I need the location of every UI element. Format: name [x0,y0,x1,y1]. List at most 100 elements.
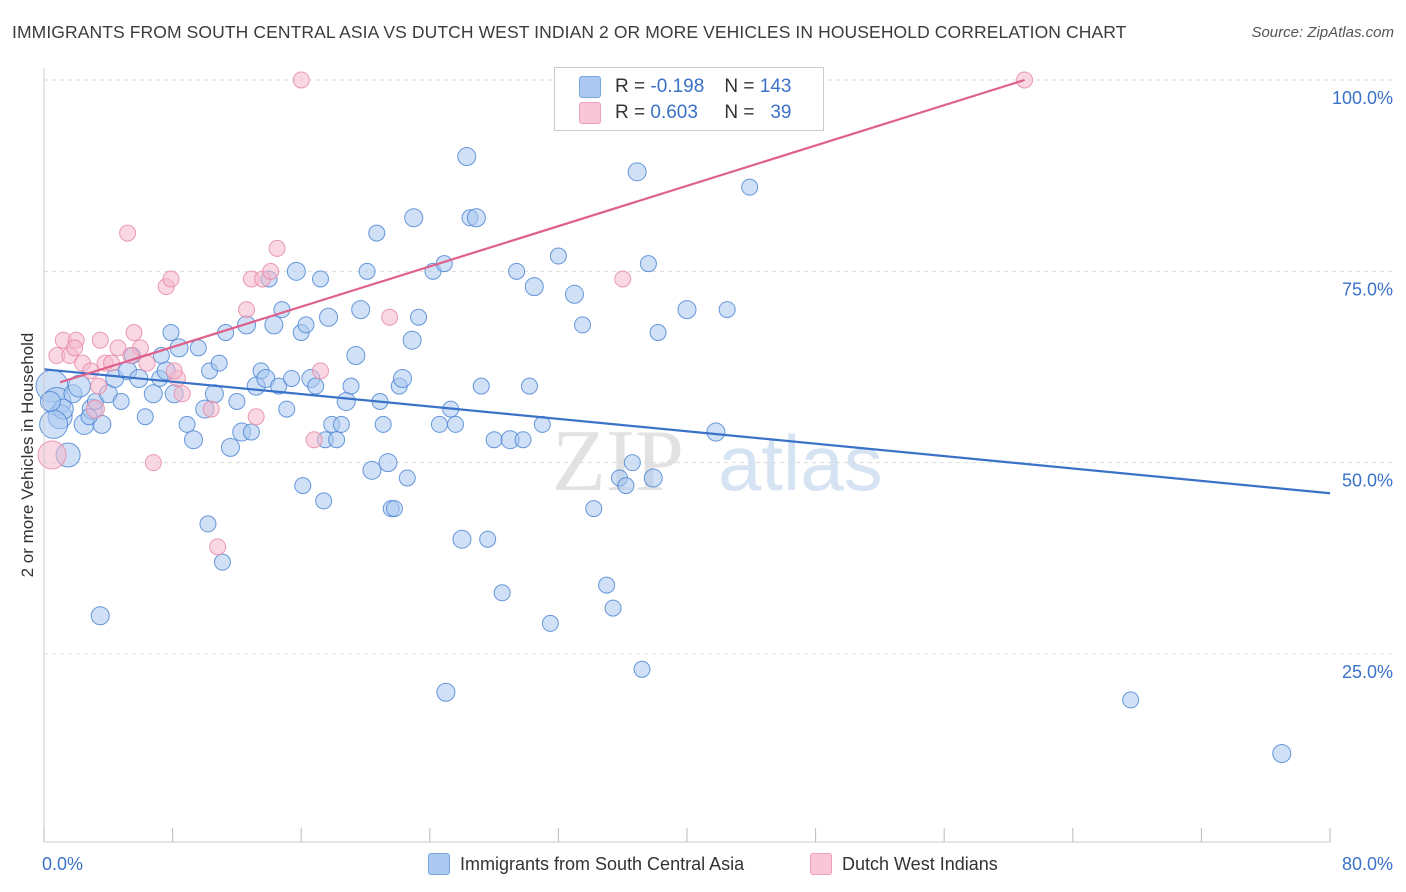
legend-n-value-blue: 143 [759,76,792,97]
y-tick-label: 75.0% [1342,279,1393,299]
legend-r-value-pink: 0.603 [650,102,698,123]
watermark-zip: ZIP [552,413,684,510]
blue-point [508,262,526,280]
blue-point [242,423,260,441]
blue-point [220,437,240,457]
pink-point [125,324,143,342]
y-tick-label: 100.0% [1332,88,1393,108]
blue-trend-line [43,368,1331,495]
blue-point [199,515,217,533]
blue-point [378,453,398,473]
blue-point [1122,691,1140,709]
blue-point [346,346,366,366]
pink-point [381,308,399,326]
blue-point [718,301,736,319]
blue-point [436,682,456,702]
bottom-legend-pink: Dutch West Indians [810,852,998,876]
legend-r-label: R = [615,102,646,123]
legend-row-pink: R = 0.603 N = 39 [579,100,791,126]
chart-title: IMMIGRANTS FROM SOUTH CENTRAL ASIA VS DU… [12,22,1127,42]
legend-swatch-pink [579,102,601,124]
blue-point [524,277,544,297]
blue-point [430,415,448,433]
blue-point [585,500,603,518]
watermark-atlas: atlas [718,419,883,507]
blue-point [402,330,422,350]
pink-point [292,71,310,89]
blue-point [39,390,61,412]
blue-point [514,431,532,449]
trend-layer [43,78,1331,495]
x-tick-label: 80.0% [1342,854,1393,874]
blue-point [136,408,154,426]
blue-point [677,300,697,320]
pink-point [37,440,67,470]
pink-point [91,331,109,349]
blue-point [627,162,647,182]
blue-point [178,415,196,433]
blue-point [385,500,403,518]
pink-point [262,262,280,280]
pink-point [173,385,191,403]
blue-point [332,415,350,433]
pink-point [119,224,137,242]
blue-point [574,316,592,334]
blue-point [319,307,339,327]
blue-point [228,392,246,410]
pink-point [268,239,286,257]
blue-point [270,377,288,395]
y-axis-title: 2 or more Vehicles in Household [18,332,37,578]
bottom-legend-label-blue: Immigrants from South Central Asia [460,853,745,874]
y-tick-label: 50.0% [1342,471,1393,491]
blue-point [336,391,356,411]
blue-point [639,255,657,273]
blue-point [183,430,203,450]
legend-swatch-blue [579,76,601,98]
blue-point [311,270,329,288]
pink-point [247,408,265,426]
blue-point [493,584,511,602]
blue-point [204,384,224,404]
blue-point [368,224,386,242]
x-tick-label: 0.0% [42,854,83,874]
pink-point [202,400,220,418]
blue-point [457,147,477,167]
blue-point [189,339,207,357]
blue-point [162,324,180,342]
bottom-legend-swatch-blue [428,853,450,875]
blue-point [283,369,301,387]
pink-point [66,339,84,357]
blue-point [307,377,325,395]
blue-point [649,324,667,342]
blue-point [485,431,503,449]
blue-point [264,315,284,335]
blue-point [342,377,360,395]
bottom-legend-label-pink: Dutch West Indians [842,853,998,874]
pink-point [305,431,323,449]
blue-point [604,599,622,617]
blue-point [741,178,759,196]
blue-point [633,660,651,678]
blue-point [623,454,641,472]
pink-points-layer [37,71,1034,556]
blue-point [520,377,538,395]
blue-point [447,415,465,433]
stats-legend: R = -0.198 N = 143 R = 0.603 N = 39 [554,67,824,131]
blue-point [294,477,312,495]
legend-r-label: R = [615,76,646,97]
legend-n-label: N = [724,76,755,97]
legend-n-value-pink: 39 [770,102,792,123]
bottom-legend-blue: Immigrants from South Central Asia [428,852,744,876]
pink-point [238,301,256,319]
pink-point [90,377,108,395]
pink-point [311,362,329,380]
blue-point [374,415,392,433]
pink-point [614,270,632,288]
blue-point [1272,743,1292,763]
blue-point [617,477,635,495]
pink-point [144,454,162,472]
blue-point [90,606,110,626]
pink-point [109,339,127,357]
blue-point [404,208,424,228]
